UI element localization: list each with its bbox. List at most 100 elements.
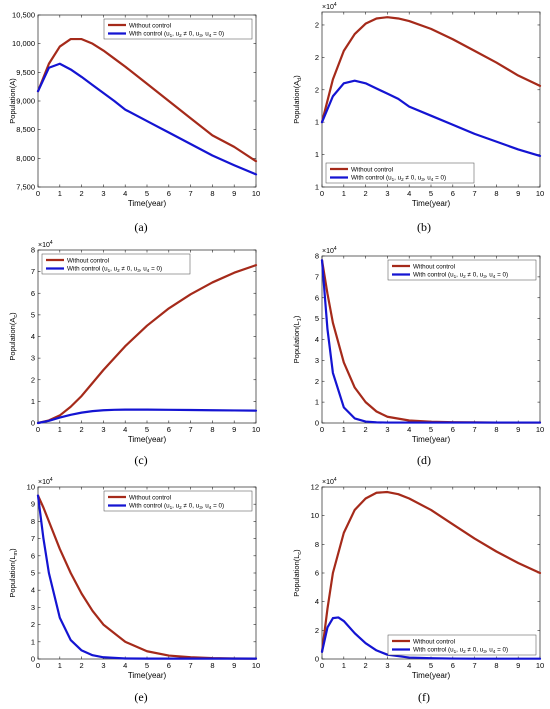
series-line-with-control xyxy=(320,616,542,660)
x-tick-label: 7 xyxy=(189,425,193,434)
x-axis-label: Time(year) xyxy=(128,199,167,208)
x-tick-label: 0 xyxy=(36,425,40,434)
x-tick-label: 6 xyxy=(451,661,455,670)
x-tick-label: 7 xyxy=(189,661,193,670)
y-tick-label: 7,500 xyxy=(16,183,35,192)
y-tick-label: 2 xyxy=(315,85,319,94)
x-tick-label: 0 xyxy=(36,189,40,198)
x-tick-label: 1 xyxy=(342,661,346,670)
y-tick-label: 6 xyxy=(31,551,35,560)
y-tick-label: 8,000 xyxy=(16,154,35,163)
chart-panel-2: 0 1 2 3 4 5 6 7 8 9 10111222×104Time(year)Populati… xyxy=(292,2,544,234)
y-exponent-label: ×104 xyxy=(322,477,337,486)
series-line-without-control xyxy=(36,494,258,660)
x-tick-label: 9 xyxy=(232,661,236,670)
x-tick-label: 0 xyxy=(320,661,324,670)
legend-label-with: With control (u1, u2 ≠ 0, u3, u4 = 0) xyxy=(413,272,508,280)
legend-label-without: Without control xyxy=(67,257,109,264)
x-tick-label: 5 xyxy=(145,661,149,670)
x-tick-label: 3 xyxy=(101,425,105,434)
x-tick-label: 1 xyxy=(58,425,62,434)
x-axis-label: Time(year) xyxy=(412,199,451,208)
x-tick-label: 10 xyxy=(252,661,260,670)
x-tick-label: 7 xyxy=(473,425,477,434)
y-tick-label: 10,000 xyxy=(12,39,35,48)
panel-caption: (f) xyxy=(418,690,430,704)
panel-caption: (d) xyxy=(417,453,431,467)
x-tick-label: 3 xyxy=(385,189,389,198)
plot-area xyxy=(321,255,541,424)
panel-caption: (a) xyxy=(134,220,147,234)
series-line-without-control xyxy=(36,264,258,425)
legend-box xyxy=(387,259,537,281)
y-tick-label: 9,000 xyxy=(16,97,35,106)
y-tick-label: 1 xyxy=(315,183,319,192)
legend-label-with: With control (u1, u2 ≠ 0, u3, u4 = 0) xyxy=(129,503,224,511)
y-tick-label: 0 xyxy=(315,655,319,664)
legend: Without control With control (u1, u2 ≠ 0,… xyxy=(103,18,253,40)
y-tick-label: 1 xyxy=(31,637,35,646)
y-axis-label: Population(L1) xyxy=(292,315,303,363)
x-tick-label: 3 xyxy=(101,189,105,198)
y-tick-label: 8 xyxy=(31,517,35,526)
x-tick-label: 3 xyxy=(385,425,389,434)
x-tick-label: 3 xyxy=(101,661,105,670)
x-tick-label: 9 xyxy=(516,425,520,434)
series-line-with-control xyxy=(36,408,258,425)
y-exponent-label: ×104 xyxy=(322,246,337,255)
x-tick-label: 1 xyxy=(342,189,346,198)
x-tick-label: 0 xyxy=(320,425,324,434)
panel-caption: (c) xyxy=(134,453,147,467)
legend: Without control With control (u1, u2 ≠ 0,… xyxy=(103,490,253,512)
x-tick-label: 0 xyxy=(36,661,40,670)
x-tick-label: 6 xyxy=(451,189,455,198)
y-exponent-label: ×104 xyxy=(38,240,53,249)
legend: Without control With control (u1, u2 ≠ 0,… xyxy=(325,162,475,184)
panel-caption: (b) xyxy=(417,220,431,234)
x-tick-label: 1 xyxy=(342,425,346,434)
legend-label-with: With control (u1, u2 ≠ 0, u3, u4 = 0) xyxy=(413,647,508,655)
plot-area xyxy=(321,11,541,188)
x-tick-label: 6 xyxy=(167,189,171,198)
y-tick-label: 9,500 xyxy=(16,68,35,77)
y-exponent-label: ×104 xyxy=(38,477,53,486)
y-tick-label: 12 xyxy=(311,483,319,492)
y-exponent-label: ×104 xyxy=(322,2,337,11)
series-line-without-control xyxy=(320,16,542,124)
legend-label-without: Without control xyxy=(129,22,171,29)
x-tick-label: 9 xyxy=(516,661,520,670)
series-line-without-control xyxy=(320,259,542,424)
x-tick-label: 8 xyxy=(494,425,498,434)
y-tick-label: 8 xyxy=(315,252,319,261)
x-tick-label: 8 xyxy=(494,189,498,198)
plot-area xyxy=(37,249,257,424)
x-tick-label: 6 xyxy=(167,661,171,670)
x-tick-label: 5 xyxy=(145,189,149,198)
y-tick-label: 7 xyxy=(31,267,35,276)
x-tick-label: 10 xyxy=(536,425,544,434)
y-tick-label: 5 xyxy=(315,314,319,323)
legend: Without control With control (u1, u2 ≠ 0,… xyxy=(387,634,537,656)
x-tick-label: 7 xyxy=(473,661,477,670)
x-tick-label: 8 xyxy=(210,189,214,198)
y-tick-label: 0 xyxy=(315,419,319,428)
y-tick-label: 4 xyxy=(31,332,35,341)
legend-label-with: With control (u1, u2 ≠ 0, u3, u4 = 0) xyxy=(351,175,446,183)
x-tick-label: 2 xyxy=(80,425,84,434)
x-tick-label: 10 xyxy=(252,425,260,434)
x-tick-label: 9 xyxy=(232,189,236,198)
y-tick-label: 3 xyxy=(31,603,35,612)
x-tick-label: 4 xyxy=(407,425,411,434)
x-tick-label: 2 xyxy=(364,189,368,198)
legend-label-with: With control (u1, u2 ≠ 0, u3, u4 = 0) xyxy=(129,31,224,39)
y-tick-label: 4 xyxy=(315,335,319,344)
series-line-without-control xyxy=(36,37,258,163)
panel-caption: (e) xyxy=(134,690,147,704)
x-tick-label: 0 xyxy=(320,189,324,198)
y-tick-label: 1 xyxy=(315,150,319,159)
x-tick-label: 10 xyxy=(536,189,544,198)
legend-label-without: Without control xyxy=(413,638,455,645)
y-tick-label: 10 xyxy=(311,511,319,520)
